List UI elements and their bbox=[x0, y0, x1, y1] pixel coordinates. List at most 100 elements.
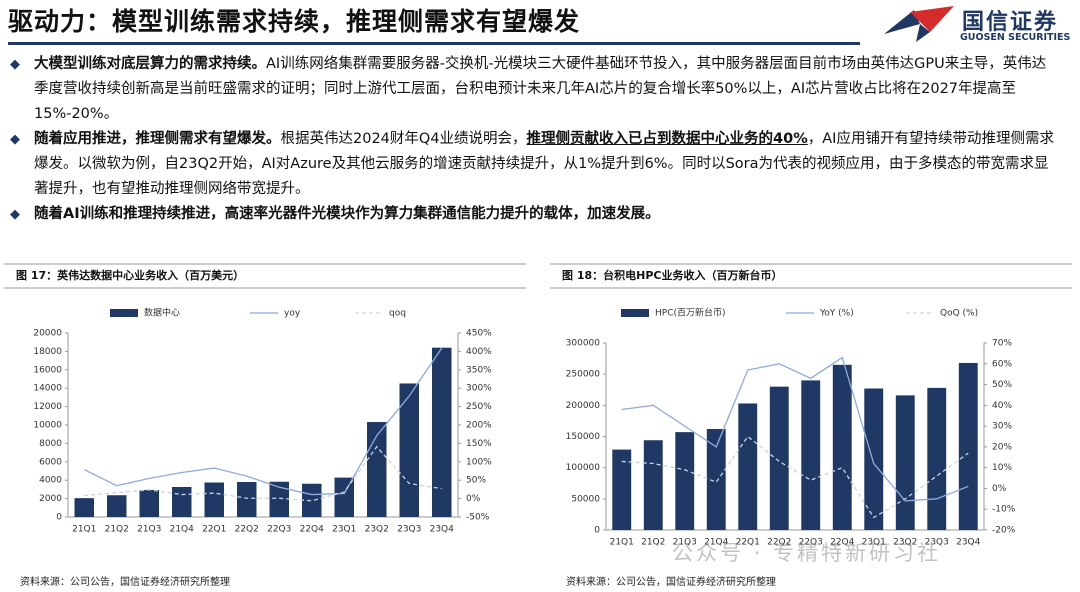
y-tick-label: 0 bbox=[594, 526, 600, 536]
y2-tick-label: 30% bbox=[992, 422, 1012, 432]
legend-label: qoq bbox=[389, 309, 406, 319]
x-tick-label: 21Q3 bbox=[137, 525, 161, 535]
y-tick-label: 12000 bbox=[33, 402, 62, 412]
y2-tick-label: 70% bbox=[992, 339, 1012, 349]
bar bbox=[204, 482, 224, 517]
line-series bbox=[83, 347, 443, 496]
y2-tick-label: -50% bbox=[466, 513, 490, 523]
legend-label: YoY (%) bbox=[819, 309, 854, 319]
bar bbox=[643, 440, 663, 530]
chart-title: 图 18：台积电HPC业务收入（百万新台币） bbox=[562, 268, 782, 282]
bullet-text: 根据英伟达2024财年Q4业绩说明会， bbox=[280, 131, 527, 147]
line-series bbox=[621, 435, 969, 519]
slide-title: 驱动力：模型训练需求持续，推理侧需求有望爆发 bbox=[8, 7, 581, 36]
bar bbox=[801, 380, 821, 530]
y-tick-label: 20000 bbox=[33, 329, 62, 339]
bar bbox=[107, 495, 127, 517]
logo-en: GUOSEN SECURITIES bbox=[960, 32, 1071, 43]
legend-label: QoQ (%) bbox=[940, 309, 978, 319]
legend-swatch bbox=[110, 309, 138, 317]
bar bbox=[675, 432, 695, 530]
y2-tick-label: 60% bbox=[992, 359, 1012, 369]
y-tick-label: 200000 bbox=[566, 401, 601, 411]
y-tick-label: 0 bbox=[56, 513, 62, 523]
y2-tick-label: 50% bbox=[466, 476, 486, 486]
bar bbox=[74, 498, 94, 517]
y-tick-label: 14000 bbox=[33, 384, 62, 394]
line-series bbox=[84, 445, 442, 502]
x-tick-label: 23Q4 bbox=[430, 525, 455, 535]
y2-tick-label: 300% bbox=[466, 384, 492, 394]
logo-cn: 国信证券 bbox=[962, 10, 1059, 35]
y2-tick-label: 100% bbox=[466, 457, 492, 467]
bullet-text: AI训练网络集群需要服务器-交换机-光模块三大硬件基础环节投入，其中服务器层面目… bbox=[34, 56, 1047, 122]
source: 资料来源：公司公告，国信证券经济研究所整理 bbox=[566, 575, 776, 588]
bar bbox=[399, 383, 419, 517]
x-tick-label: 23Q1 bbox=[862, 538, 886, 548]
x-tick-label: 23Q2 bbox=[365, 525, 389, 535]
x-tick-label: 23Q4 bbox=[956, 538, 981, 548]
y2-tick-label: 0% bbox=[992, 484, 1007, 494]
bar bbox=[432, 347, 452, 517]
bar bbox=[237, 481, 257, 517]
bullet: 大模型训练对底层算力的需求持续。AI训练网络集群需要服务器-交换机-光模块三大硬… bbox=[10, 52, 1060, 127]
bar bbox=[367, 422, 387, 517]
y2-tick-label: 0% bbox=[466, 494, 481, 504]
legend-label: 数据中心 bbox=[144, 307, 180, 319]
bar bbox=[302, 483, 322, 517]
x-tick-label: 23Q1 bbox=[332, 525, 356, 535]
y-tick-label: 100000 bbox=[566, 463, 601, 473]
x-tick-label: 23Q2 bbox=[893, 538, 917, 548]
y-tick-label: 8000 bbox=[39, 439, 62, 449]
y2-tick-label: 350% bbox=[466, 365, 492, 375]
bar bbox=[927, 387, 947, 530]
bar bbox=[958, 362, 978, 530]
x-tick-label: 22Q1 bbox=[736, 538, 760, 548]
bar bbox=[769, 386, 789, 530]
bullet-list: 大模型训练对底层算力的需求持续。AI训练网络集群需要服务器-交换机-光模块三大硬… bbox=[10, 52, 1060, 227]
bullet-text: 推理侧贡献收入已占到数据中心业务的40% bbox=[526, 131, 808, 147]
y2-tick-label: -10% bbox=[992, 505, 1016, 515]
y2-tick-label: 400% bbox=[466, 347, 492, 357]
y2-tick-label: 50% bbox=[992, 380, 1012, 390]
y-tick-label: 300000 bbox=[566, 339, 601, 349]
y2-tick-label: 150% bbox=[466, 439, 492, 449]
bar bbox=[864, 388, 884, 530]
y-tick-label: 150000 bbox=[566, 432, 601, 442]
bar bbox=[139, 489, 159, 517]
source: 资料来源：公司公告，国信证券经济研究所整理 bbox=[20, 575, 230, 588]
x-tick-label: 23Q3 bbox=[925, 538, 949, 548]
x-tick-label: 21Q4 bbox=[704, 538, 729, 548]
line-series bbox=[621, 356, 969, 502]
y-tick-label: 4000 bbox=[39, 476, 62, 486]
x-tick-label: 21Q2 bbox=[105, 525, 129, 535]
x-tick-label: 22Q2 bbox=[235, 525, 259, 535]
x-tick-label: 21Q1 bbox=[72, 525, 96, 535]
bullet-text: 大模型训练对底层算力的需求持续。 bbox=[34, 56, 266, 72]
x-tick-label: 23Q3 bbox=[397, 525, 421, 535]
x-tick-label: 21Q3 bbox=[673, 538, 697, 548]
x-tick-label: 22Q4 bbox=[830, 538, 855, 548]
y-tick-label: 2000 bbox=[39, 494, 62, 504]
y-tick-label: 50000 bbox=[571, 494, 600, 504]
logo: 国信证券 GUOSEN SECURITIES bbox=[880, 2, 1075, 47]
bar bbox=[706, 429, 726, 530]
bar bbox=[612, 449, 632, 530]
y-tick-label: 6000 bbox=[39, 457, 62, 467]
logo-mark bbox=[884, 6, 954, 42]
x-tick-label: 21Q4 bbox=[170, 525, 195, 535]
y2-tick-label: -20% bbox=[992, 526, 1016, 536]
watermark: 公众号 · 专精特新研习社 bbox=[672, 541, 942, 565]
legend-swatch bbox=[621, 309, 649, 317]
legend-label: HPC(百万新台币) bbox=[655, 307, 726, 319]
bar bbox=[269, 481, 289, 517]
y2-tick-label: 200% bbox=[466, 421, 492, 431]
y2-tick-label: 10% bbox=[992, 463, 1012, 473]
x-tick-label: 22Q1 bbox=[202, 525, 226, 535]
bar bbox=[895, 395, 915, 530]
y-tick-label: 18000 bbox=[33, 347, 62, 357]
y2-tick-label: 40% bbox=[992, 401, 1012, 411]
y-tick-label: 16000 bbox=[33, 365, 62, 375]
legend-label: yoy bbox=[284, 309, 301, 319]
